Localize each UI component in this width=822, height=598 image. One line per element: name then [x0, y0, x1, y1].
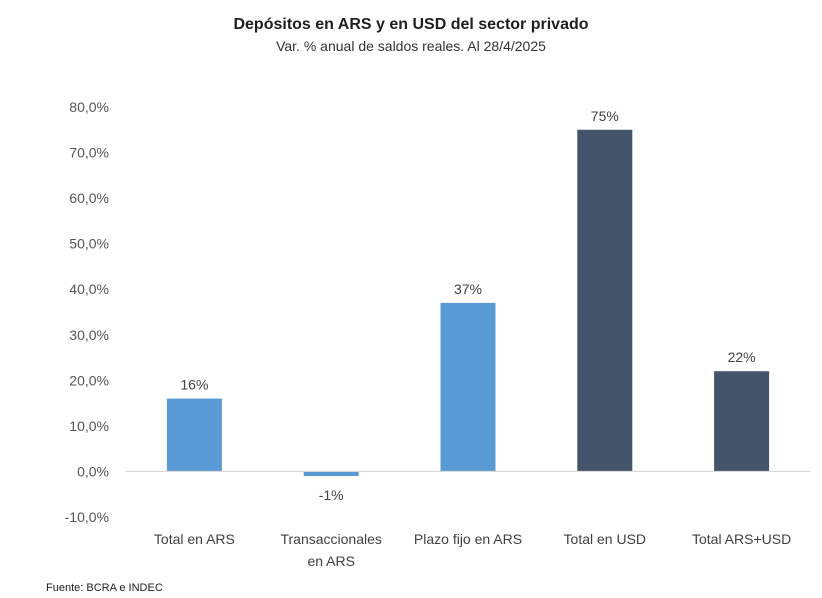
bar-series	[166, 129, 770, 476]
category-label: en ARS	[307, 553, 354, 569]
data-label: -1%	[319, 487, 344, 503]
category-label: Plazo fijo en ARS	[414, 531, 522, 547]
data-label: 75%	[591, 108, 619, 124]
bar	[714, 371, 770, 472]
y-tick-label: 40,0%	[69, 281, 109, 297]
y-tick-label: 20,0%	[69, 372, 109, 388]
y-tick-label: 30,0%	[69, 327, 109, 343]
category-label: Total en ARS	[154, 531, 235, 547]
y-tick-label: 10,0%	[69, 418, 109, 434]
category-labels: Total en ARS Transaccionales en ARS Plazo f…	[154, 531, 791, 569]
y-tick-label: 60,0%	[69, 190, 109, 206]
y-tick-label: 0,0%	[77, 463, 109, 479]
bar	[303, 471, 359, 476]
data-label: 16%	[180, 377, 208, 393]
y-axis: -10,0% 0,0% 10,0% 20,0% 30,0% 40,0% 50,0% 60,0%…	[65, 99, 109, 525]
y-tick-label: 70,0%	[69, 145, 109, 161]
chart-title: Depósitos en ARS y en USD del sector pri…	[233, 16, 589, 33]
y-tick-label: -10,0%	[65, 509, 109, 525]
source-note: Fuente: BCRA e INDEC	[46, 582, 163, 594]
y-tick-label: 80,0%	[69, 99, 109, 115]
category-label: Total en USD	[564, 531, 646, 547]
bar	[440, 302, 496, 472]
bar	[166, 398, 222, 472]
category-label: Transaccionales	[280, 531, 381, 547]
data-label: 37%	[454, 281, 482, 297]
y-tick-label: 50,0%	[69, 236, 109, 252]
category-label: Total ARS+USD	[692, 531, 791, 547]
data-labels: 16% -1% 37% 75% 22%	[180, 108, 755, 503]
bar	[577, 129, 633, 472]
chart-subtitle: Var. % anual de saldos reales. Al 28/4/2…	[276, 38, 546, 54]
data-label: 22%	[728, 349, 756, 365]
